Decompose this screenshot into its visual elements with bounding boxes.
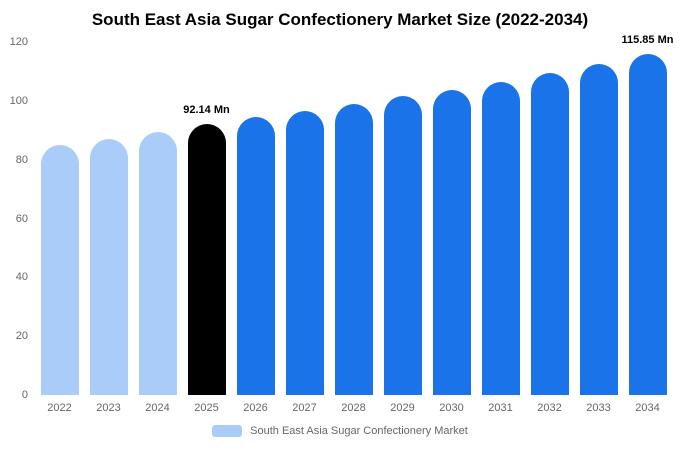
bar-2034 [628, 54, 667, 395]
bar-2031 [481, 82, 520, 395]
bar-column-2025: 2025 92.14 Mn [183, 42, 229, 414]
bar-column-2032: 2032 [530, 42, 569, 414]
y-tick-label-100: 100 [9, 94, 28, 107]
x-tick-label-2031: 2031 [488, 402, 513, 414]
legend-swatch [212, 425, 243, 437]
bar-2025 [187, 123, 226, 395]
y-tick-label-60: 60 [15, 212, 28, 225]
x-tick-label-2022: 2022 [47, 402, 72, 414]
x-tick-label-2026: 2026 [243, 402, 268, 414]
bar-column-2024: 2024 [138, 42, 177, 414]
bar-2029 [383, 96, 422, 395]
bar-column-2029: 2029 [383, 42, 422, 414]
bar-2032 [530, 72, 569, 395]
bar-2026 [236, 117, 275, 395]
bar-column-2030: 2030 [432, 42, 471, 414]
x-tick-label-2023: 2023 [96, 402, 121, 414]
y-tick-label-20: 20 [15, 330, 28, 343]
value-label-2025: 92.14 Mn [183, 103, 230, 116]
y-tick-label-40: 40 [15, 271, 28, 284]
bar-column-2031: 2031 [481, 42, 520, 414]
bar-2033 [579, 64, 618, 395]
bar-column-2034: 2034 115.85 Mn [622, 34, 674, 414]
bar-2024 [138, 131, 177, 395]
bar-2027 [285, 111, 324, 395]
bar-column-2022: 2022 [40, 42, 79, 414]
x-tick-label-2024: 2024 [145, 402, 170, 414]
y-tick-label-80: 80 [15, 153, 28, 166]
bar-2023 [89, 139, 128, 395]
x-tick-label-2030: 2030 [439, 402, 464, 414]
y-tick-label-120: 120 [9, 36, 28, 48]
x-tick-label-2025: 2025 [194, 402, 219, 414]
y-tick-label-0: 0 [21, 389, 28, 401]
x-tick-label-2034: 2034 [635, 402, 660, 414]
plot-area: 2022 2023 2024 2025 92.14 Mn 2026 2027 2028 2029… [35, 34, 674, 414]
bar-column-2023: 2023 [89, 42, 128, 414]
x-tick-label-2033: 2033 [586, 402, 611, 414]
x-tick-label-2029: 2029 [390, 402, 415, 414]
legend[interactable]: South East Asia Sugar Confectionery Mark… [0, 425, 680, 437]
bar-column-2033: 2033 [579, 42, 618, 414]
bar-2030 [432, 89, 471, 395]
bar-2022 [40, 144, 79, 395]
bar-column-2028: 2028 [334, 42, 373, 414]
bar-column-2026: 2026 [236, 42, 275, 414]
bar-column-2027: 2027 [285, 42, 324, 414]
bar-2028 [334, 103, 373, 395]
chart-title: South East Asia Sugar Confectionery Mark… [91, 10, 589, 29]
x-tick-label-2028: 2028 [341, 402, 366, 414]
value-label-2034: 115.85 Mn [621, 34, 674, 47]
legend-label: South East Asia Sugar Confectionery Mark… [250, 425, 468, 437]
x-tick-label-2032: 2032 [537, 402, 562, 414]
x-tick-label-2027: 2027 [292, 402, 317, 414]
